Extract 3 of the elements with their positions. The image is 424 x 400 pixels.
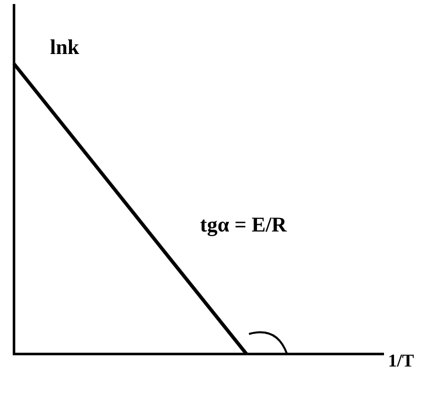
y-axis-title: lnk (50, 34, 80, 59)
x-axis-title: 1/T (388, 350, 414, 371)
annotation: tgα = E/R (200, 212, 288, 236)
